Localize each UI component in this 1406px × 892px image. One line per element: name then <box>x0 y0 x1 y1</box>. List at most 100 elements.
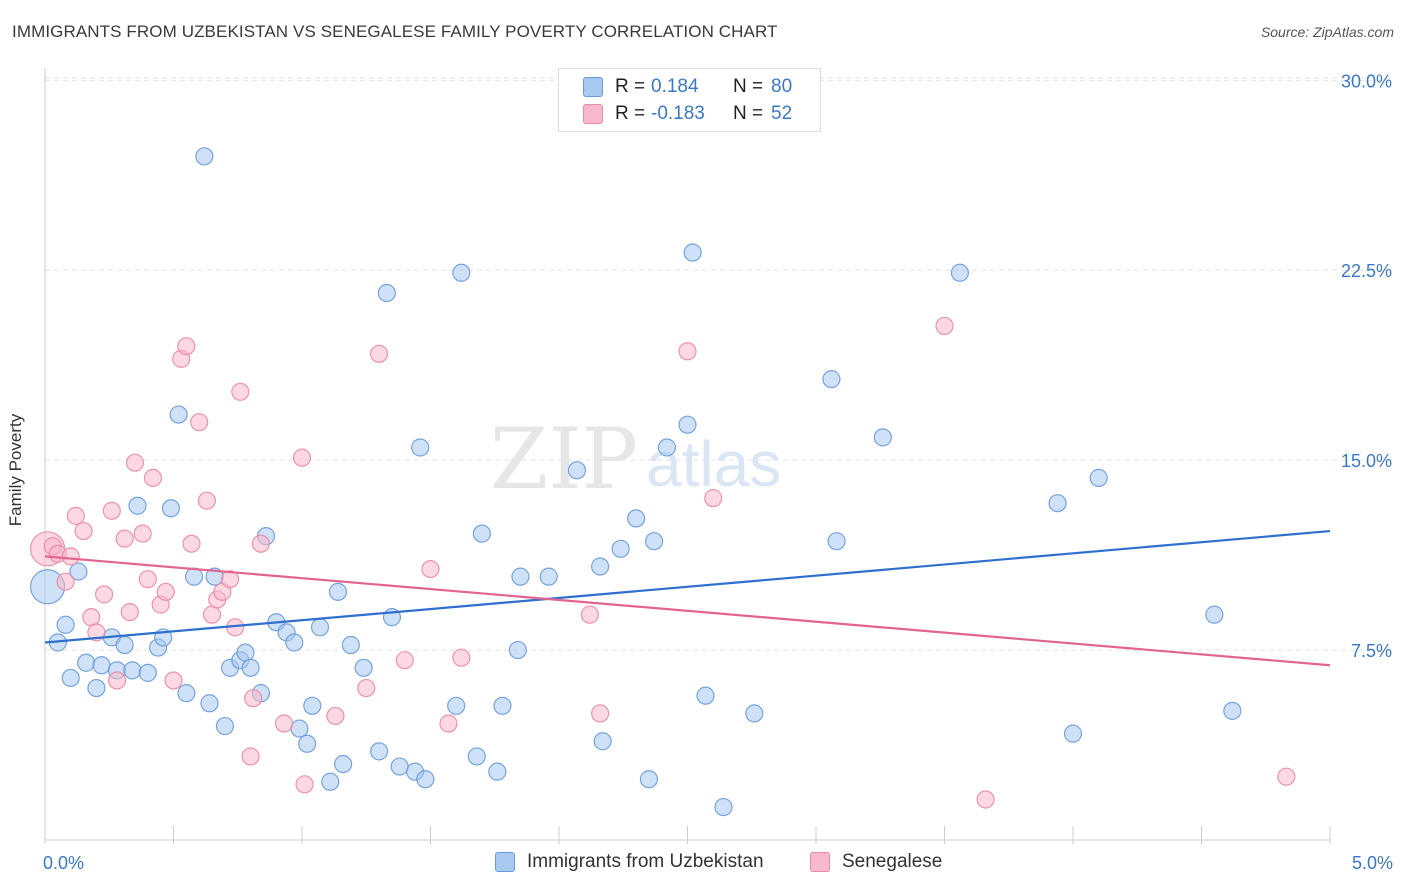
data-point-uzbekistan <box>1048 494 1067 513</box>
data-point-senegalese <box>115 529 134 548</box>
data-point-senegalese <box>156 582 175 601</box>
data-point-uzbekistan <box>285 633 304 652</box>
data-point-senegalese <box>56 572 75 591</box>
data-point-uzbekistan <box>128 496 147 515</box>
data-point-uzbekistan <box>341 635 360 655</box>
data-point-uzbekistan <box>138 663 157 682</box>
series-legend: Immigrants from Uzbekistan Senegalese <box>0 851 1406 877</box>
data-point-uzbekistan <box>177 684 196 703</box>
data-point-senegalese <box>704 489 723 508</box>
legend-n-value: 52 <box>771 103 793 124</box>
series-swatch-senegalese <box>810 852 830 872</box>
grid-layer <box>45 77 1392 651</box>
trend-layer <box>44 529 1331 667</box>
data-point-uzbekistan <box>472 524 491 543</box>
data-point-uzbekistan <box>377 283 396 303</box>
data-point-uzbekistan <box>215 716 234 736</box>
data-point-uzbekistan <box>745 704 764 723</box>
data-point-senegalese <box>421 559 440 579</box>
x-tick-label: 5.0% <box>1352 853 1393 873</box>
data-point-uzbekistan <box>1205 605 1224 624</box>
data-point-senegalese <box>591 704 610 723</box>
data-point-senegalese <box>241 747 260 766</box>
data-point-senegalese <box>74 521 93 541</box>
data-point-senegalese <box>370 344 389 363</box>
data-point-uzbekistan <box>169 405 188 424</box>
series-swatch-uzbekistan <box>495 852 515 872</box>
data-point-senegalese <box>164 671 183 690</box>
data-point-uzbekistan <box>493 696 512 715</box>
data-point-uzbekistan <box>236 643 255 662</box>
data-point-uzbekistan <box>452 263 471 282</box>
data-point-uzbekistan <box>639 770 659 789</box>
data-point-uzbekistan <box>678 415 697 434</box>
data-point-uzbekistan <box>827 532 846 551</box>
data-point-uzbekistan <box>822 370 841 389</box>
data-point-senegalese <box>357 678 376 698</box>
data-point-uzbekistan <box>200 694 219 713</box>
series-legend-item-senegalese: Senegalese <box>810 851 942 873</box>
data-point-uzbekistan <box>161 499 181 518</box>
data-point-uzbekistan <box>334 754 353 774</box>
data-point-senegalese <box>143 468 163 487</box>
points-layer <box>29 147 1296 817</box>
data-point-senegalese <box>95 585 114 604</box>
data-point-uzbekistan <box>303 696 322 715</box>
data-point-senegalese <box>202 605 222 624</box>
data-point-senegalese <box>133 524 152 543</box>
legend-n-label: N = <box>733 103 764 124</box>
series-legend-label: Senegalese <box>842 851 943 872</box>
data-point-uzbekistan <box>511 567 530 586</box>
watermark-zip: ZIP <box>490 410 638 508</box>
data-point-uzbekistan <box>1223 701 1242 720</box>
data-point-uzbekistan <box>184 567 204 586</box>
data-point-senegalese <box>935 316 954 336</box>
data-point-uzbekistan <box>539 567 558 586</box>
legend-n-value: 80 <box>771 76 793 97</box>
data-point-senegalese <box>1277 767 1296 786</box>
data-point-uzbekistan <box>488 762 507 781</box>
data-point-uzbekistan <box>370 742 389 761</box>
data-point-senegalese <box>66 506 85 525</box>
data-point-uzbekistan <box>77 653 96 672</box>
data-point-uzbekistan <box>657 438 677 457</box>
data-point-uzbekistan <box>1063 724 1083 743</box>
data-point-uzbekistan <box>591 557 610 576</box>
legend-swatch-senegalese <box>583 104 603 124</box>
data-point-uzbekistan <box>56 615 75 634</box>
data-point-senegalese <box>197 491 217 510</box>
data-point-senegalese <box>82 608 101 627</box>
y-tick-label: 15.0% <box>1341 451 1392 471</box>
data-point-uzbekistan <box>123 661 142 680</box>
data-point-uzbekistan <box>69 562 88 581</box>
trend-line-senegalese <box>44 555 1331 667</box>
data-point-senegalese <box>138 570 157 589</box>
data-point-uzbekistan <box>593 732 612 751</box>
data-point-uzbekistan <box>290 719 309 738</box>
data-point-uzbekistan <box>626 509 646 528</box>
data-point-senegalese <box>61 547 80 566</box>
data-point-uzbekistan <box>873 428 892 447</box>
y-tick-label: 22.5% <box>1341 261 1392 281</box>
data-point-senegalese <box>452 648 471 667</box>
data-point-uzbekistan <box>447 696 466 715</box>
data-point-uzbekistan <box>61 668 80 688</box>
data-point-uzbekistan <box>241 658 260 677</box>
legend-r-value: 0.184 <box>651 76 699 97</box>
data-point-uzbekistan <box>411 438 430 457</box>
legend-n-label: N = <box>733 76 764 97</box>
data-point-senegalese <box>251 534 270 553</box>
watermark: ZIP atlas <box>490 410 781 508</box>
y-axis-label: Family Poverty <box>6 413 25 527</box>
data-point-uzbekistan <box>416 770 435 789</box>
data-point-senegalese <box>177 337 196 356</box>
trend-line-uzbekistan <box>44 529 1331 644</box>
data-point-senegalese <box>107 671 127 690</box>
data-point-senegalese <box>182 534 201 553</box>
data-point-uzbekistan <box>298 734 317 753</box>
data-point-uzbekistan <box>696 686 715 705</box>
tick-labels: 7.5% 15.0% 22.5% 30.0% 0.0% 5.0% <box>43 71 1393 873</box>
data-point-uzbekistan <box>508 640 527 660</box>
data-point-senegalese <box>439 714 458 733</box>
